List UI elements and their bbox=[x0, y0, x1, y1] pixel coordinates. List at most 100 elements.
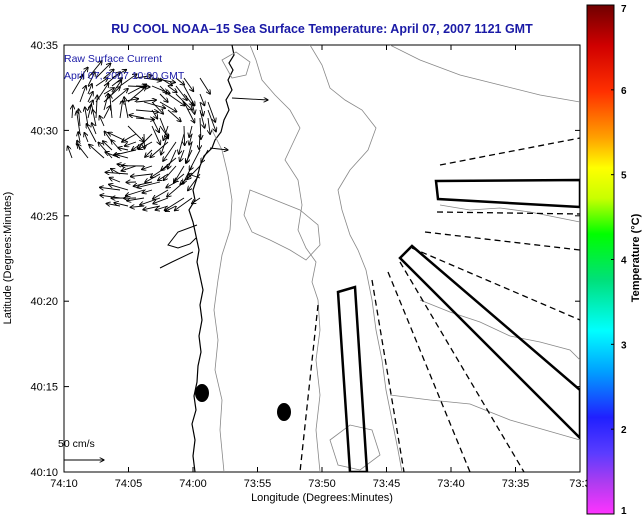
current-vector bbox=[119, 74, 137, 87]
current-vector bbox=[167, 181, 185, 197]
colorbar-tick-label: 1 bbox=[621, 506, 627, 517]
current-vector bbox=[200, 117, 201, 139]
current-vector bbox=[100, 195, 121, 199]
map-title: RU COOL NOAA–15 Sea Surface Temperature:… bbox=[111, 22, 533, 36]
coastline bbox=[188, 45, 235, 472]
current-vector bbox=[72, 105, 73, 119]
colorbar-gradient bbox=[586, 4, 615, 515]
x-tick-label: 74:05 bbox=[115, 478, 143, 490]
current-vector bbox=[159, 101, 177, 112]
current-vector bbox=[167, 109, 181, 122]
current-vector bbox=[103, 69, 114, 79]
current-vector bbox=[109, 178, 121, 183]
x-tick-label: 74:10 bbox=[50, 478, 78, 490]
current-vector bbox=[68, 146, 73, 159]
current-vector bbox=[161, 133, 169, 155]
current-vector bbox=[127, 125, 144, 142]
current-vector bbox=[143, 78, 161, 81]
current-vector bbox=[184, 125, 185, 146]
current-vector bbox=[166, 181, 177, 188]
colorbar: 1 2 3 4 5 6 7 Temperature (°C) bbox=[586, 4, 642, 517]
annotation-raw-current: Raw Surface Current bbox=[64, 53, 162, 65]
current-vector bbox=[163, 141, 177, 161]
inlet bbox=[159, 224, 198, 269]
current-vector bbox=[77, 144, 89, 159]
x-tick-label: 73:40 bbox=[437, 478, 465, 490]
radar-beams bbox=[336, 178, 580, 472]
y-axis-label: Latitude (Degrees:Minutes) bbox=[2, 192, 14, 325]
current-vector bbox=[158, 173, 169, 181]
current-vector bbox=[86, 124, 97, 143]
current-vector bbox=[129, 115, 145, 119]
current-vector bbox=[142, 165, 153, 169]
scale-arrow: 50 cm/s bbox=[58, 438, 104, 460]
current-vector bbox=[89, 144, 105, 159]
current-vector bbox=[188, 173, 201, 191]
current-vector bbox=[95, 78, 108, 87]
current-vector bbox=[180, 149, 185, 162]
current-vector bbox=[135, 75, 152, 78]
current-vector bbox=[109, 184, 129, 191]
x-tick-label: 73:45 bbox=[373, 478, 401, 490]
current-vector bbox=[151, 125, 160, 145]
current-vector bbox=[127, 197, 145, 201]
current-vector bbox=[150, 141, 169, 157]
current-vector bbox=[121, 165, 137, 171]
current-vector bbox=[135, 100, 156, 102]
current-vector bbox=[179, 133, 185, 154]
current-vector bbox=[115, 154, 129, 159]
current-vector bbox=[130, 206, 145, 207]
current-vector bbox=[209, 148, 228, 150]
current-vector bbox=[165, 205, 177, 211]
y-axis: 40:35 40:30 40:25 40:20 40:15 40:10 bbox=[30, 40, 580, 479]
current-vectors bbox=[68, 61, 268, 212]
current-vector bbox=[71, 75, 83, 95]
current-vector bbox=[167, 85, 177, 93]
current-vector bbox=[199, 133, 200, 150]
current-vector bbox=[108, 133, 129, 143]
current-vector bbox=[208, 117, 210, 134]
colorbar-tick-label: 6 bbox=[621, 86, 627, 97]
current-vector bbox=[161, 157, 177, 171]
radar-beam-lines bbox=[299, 137, 580, 472]
current-vector bbox=[175, 85, 187, 100]
current-vector bbox=[207, 101, 215, 122]
x-axis-label: Longitude (Degrees:Minutes) bbox=[251, 492, 393, 504]
current-vector bbox=[183, 101, 195, 123]
colorbar-tick-label: 4 bbox=[621, 256, 627, 267]
radar-site-south bbox=[277, 403, 291, 421]
current-vector bbox=[142, 190, 153, 193]
y-tick-label: 40:15 bbox=[30, 382, 58, 394]
current-vector bbox=[199, 101, 203, 116]
x-tick-label: 74:00 bbox=[179, 478, 207, 490]
current-vector bbox=[130, 173, 153, 177]
colorbar-ticks: 1 2 3 4 5 6 7 bbox=[611, 4, 627, 517]
current-vector bbox=[159, 77, 172, 86]
current-vector bbox=[199, 93, 205, 106]
current-vector bbox=[153, 197, 169, 204]
current-vector bbox=[189, 125, 192, 137]
current-vector bbox=[188, 174, 201, 179]
current-vector bbox=[231, 98, 268, 100]
current-vector bbox=[183, 77, 194, 92]
y-tick-label: 40:25 bbox=[30, 211, 58, 223]
current-vector bbox=[127, 87, 146, 103]
current-vector bbox=[155, 205, 169, 210]
current-vector bbox=[175, 77, 185, 85]
current-vector bbox=[99, 187, 121, 191]
current-vector bbox=[79, 86, 86, 103]
current-vector bbox=[87, 91, 93, 103]
x-tick-label: 73:35 bbox=[502, 478, 530, 490]
y-tick-label: 40:30 bbox=[30, 125, 58, 137]
current-vector bbox=[199, 109, 205, 128]
current-vector bbox=[103, 106, 110, 119]
y-tick-label: 40:35 bbox=[30, 40, 58, 52]
current-vector bbox=[153, 189, 169, 199]
annotation-timestamp: April 07, 2007 10:00 GMT bbox=[64, 70, 185, 82]
x-tick-label: 73:50 bbox=[308, 478, 336, 490]
current-vector bbox=[110, 95, 112, 119]
current-vector bbox=[118, 148, 129, 150]
x-axis: 74:10 74:05 74:00 73:55 73:50 73:45 73:40 73:35… bbox=[50, 45, 591, 490]
current-vector bbox=[159, 85, 167, 93]
